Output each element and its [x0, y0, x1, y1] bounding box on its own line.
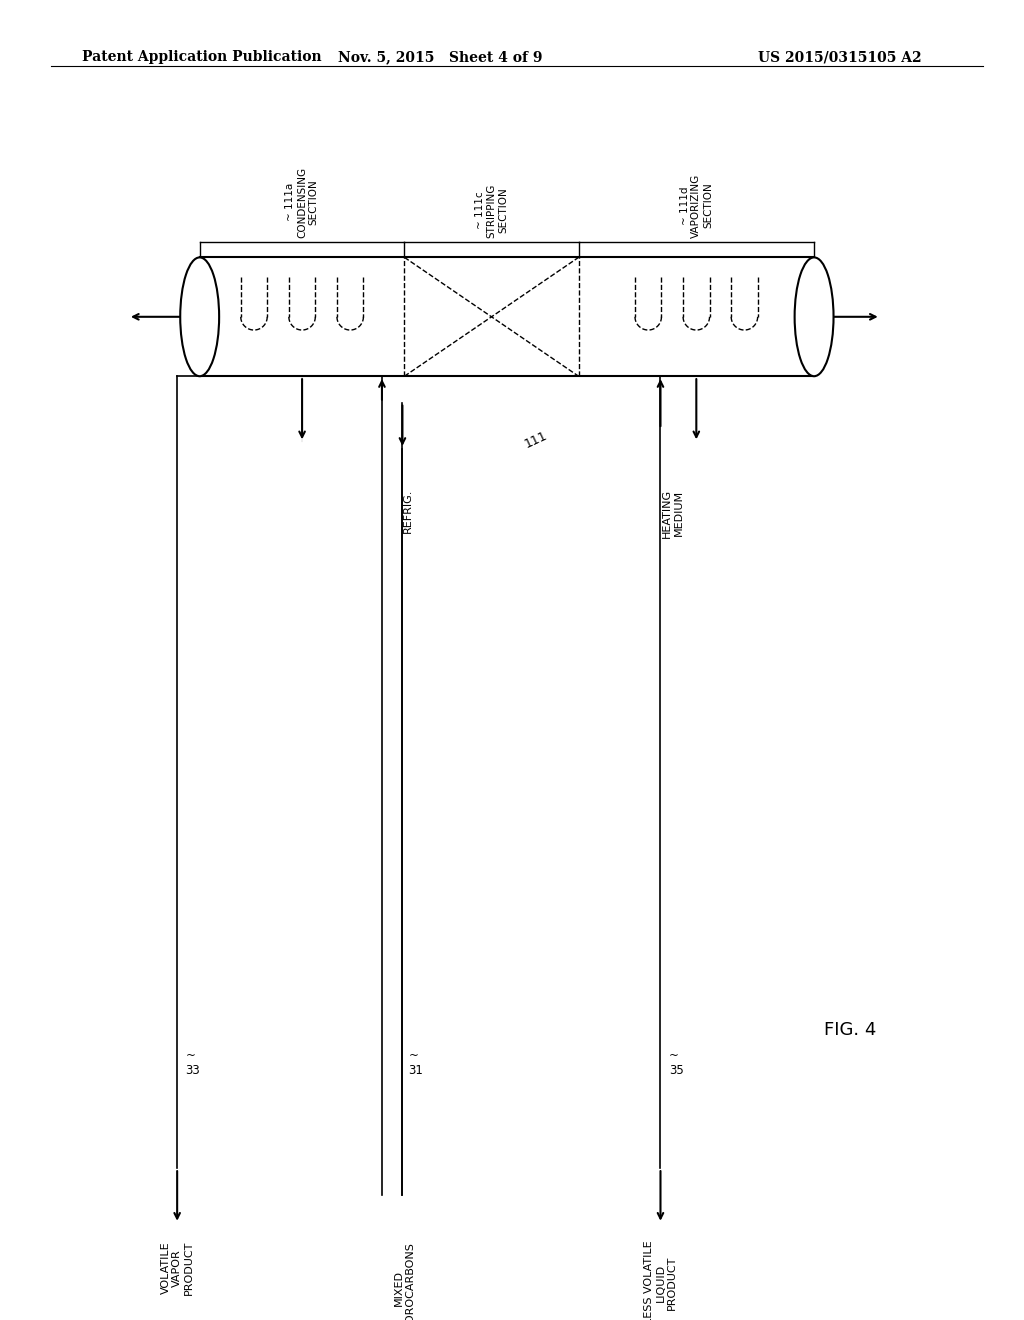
Text: VOLATILE
VAPOR
PRODUCT: VOLATILE VAPOR PRODUCT — [161, 1241, 194, 1295]
Text: Nov. 5, 2015   Sheet 4 of 9: Nov. 5, 2015 Sheet 4 of 9 — [338, 50, 543, 65]
Text: ~ 111c
STRIPPING
SECTION: ~ 111c STRIPPING SECTION — [475, 183, 508, 238]
Text: MIXED
HYDROCARBONS: MIXED HYDROCARBONS — [393, 1241, 416, 1320]
Text: ~
33: ~ 33 — [185, 1048, 200, 1077]
Bar — [200, 257, 814, 376]
Text: REFRIG.: REFRIG. — [402, 488, 413, 533]
Ellipse shape — [180, 257, 219, 376]
Text: ~ 111a
CONDENSING
SECTION: ~ 111a CONDENSING SECTION — [286, 166, 318, 238]
Text: Patent Application Publication: Patent Application Publication — [82, 50, 322, 65]
Text: LESS VOLATILE
LIQUID
PRODUCT: LESS VOLATILE LIQUID PRODUCT — [644, 1241, 677, 1320]
Text: US 2015/0315105 A2: US 2015/0315105 A2 — [758, 50, 922, 65]
Text: ~ 111d
VAPORIZING
SECTION: ~ 111d VAPORIZING SECTION — [680, 173, 713, 238]
Text: ~
31: ~ 31 — [409, 1048, 424, 1077]
Text: HEATING
MEDIUM: HEATING MEDIUM — [662, 488, 684, 537]
Ellipse shape — [795, 257, 834, 376]
Text: FIG. 4: FIG. 4 — [823, 1020, 877, 1039]
Text: ~
35: ~ 35 — [669, 1048, 683, 1077]
Text: 111: 111 — [522, 429, 549, 450]
